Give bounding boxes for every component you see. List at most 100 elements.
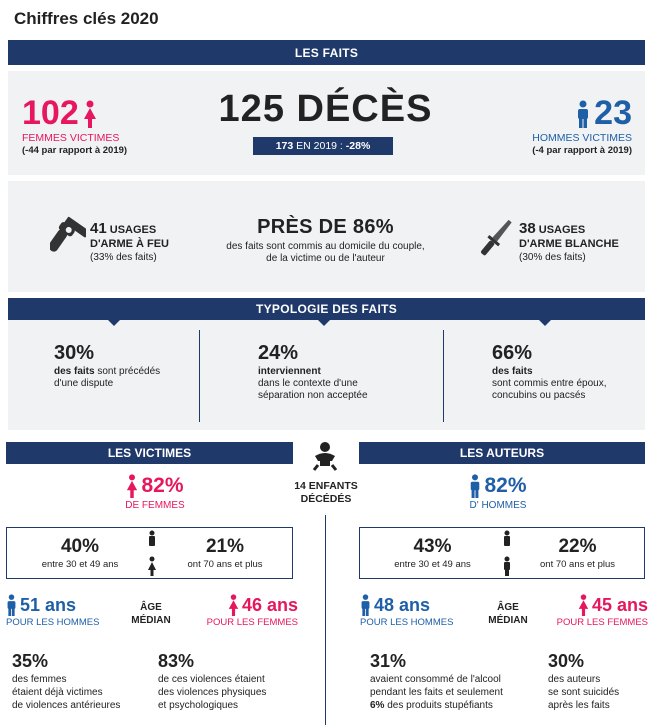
auteurs-median-woman-icon bbox=[578, 594, 589, 616]
victimes-stat-a: 35% des femmes étaient déjà victimes de … bbox=[12, 651, 152, 712]
hommes-victimes: 23 HOMMES VICTIMES (-4 par rapport à 201… bbox=[500, 96, 632, 156]
typologie-item-3-bold: des faits bbox=[492, 366, 533, 377]
hommes-label: HOMMES VICTIMES bbox=[532, 132, 632, 144]
victimes-median-man-icon bbox=[6, 594, 17, 616]
arme-feu-label-2: D'ARME À FEU bbox=[90, 238, 170, 250]
typologie-item-2-text-2: dans le contexte d'une bbox=[258, 378, 358, 389]
typologie-item-1-text-1: sont précédés bbox=[94, 366, 161, 377]
victimes-stat-b-2: des violences physiques bbox=[158, 687, 267, 698]
auteurs-age-b: 22% ont 70 ans et plus bbox=[515, 536, 640, 570]
victimes-median-f-label: POUR LES FEMMES bbox=[206, 617, 298, 628]
femmes-diff: (-44 par rapport à 2019) bbox=[22, 145, 128, 156]
victimes-stat-b-1: de ces violences étaient bbox=[158, 674, 265, 685]
arme-feu-count: 41 bbox=[90, 220, 107, 237]
victimes-median-h-label: POUR LES HOMMES bbox=[6, 617, 100, 628]
victimes-woman-icon bbox=[126, 474, 138, 498]
baby-icon bbox=[312, 441, 338, 471]
auteurs-stat-a-2: pendant les faits et seulement bbox=[370, 687, 503, 698]
hommes-count: 23 bbox=[594, 94, 632, 132]
auteurs-stat-a-3-line: 6% des produits stupéfiants bbox=[370, 699, 530, 712]
gun-icon bbox=[50, 212, 86, 264]
auteurs-median-title-2: MÉDIAN bbox=[488, 615, 528, 626]
auteurs-age-icons bbox=[502, 530, 512, 576]
victimes-age-a: 40% entre 30 et 49 ans bbox=[20, 536, 140, 570]
deces-badge-mid: EN 2019 : bbox=[293, 140, 346, 152]
victimes-header: LES VICTIMES bbox=[6, 442, 293, 464]
domicile-block: PRÈS DE 86% des faits sont commis au dom… bbox=[0, 216, 651, 264]
auteurs-age-a-pct: 43% bbox=[413, 536, 452, 557]
victimes-stat-a-pct: 35% bbox=[12, 651, 49, 671]
auteurs-header: LES AUTEURS bbox=[359, 442, 645, 464]
deces-badge-pct: -28% bbox=[345, 140, 371, 152]
auteurs-median-f-label: POUR LES FEMMES bbox=[556, 617, 648, 628]
auteurs-stat-b-3: après les faits bbox=[548, 700, 610, 711]
auteurs-stat-b-1: des auteurs bbox=[548, 674, 601, 685]
victimes-median-title-1: ÂGE bbox=[140, 602, 162, 613]
typologie-item-1-pct: 30% bbox=[54, 342, 95, 364]
auteurs-age-b-pct: 22% bbox=[558, 536, 597, 557]
typologie-item-1: 30% des faits sont précédés d'une disput… bbox=[54, 342, 194, 389]
victimes-median-title-2: MÉDIAN bbox=[131, 615, 171, 626]
arme-blanche-pct: (30% des faits) bbox=[519, 252, 586, 263]
auteurs-age-b-label: ont 70 ans et plus bbox=[540, 559, 615, 570]
victimes-stat-b-3: et psychologiques bbox=[158, 700, 239, 711]
typologie-header: TYPOLOGIE DES FAITS bbox=[8, 298, 645, 320]
deces-badge-count: 173 bbox=[275, 140, 294, 152]
auteurs-median-f-value: 45 ans bbox=[591, 594, 648, 615]
victimes-age-box bbox=[6, 527, 293, 579]
typologie-pointer-2b bbox=[318, 320, 330, 326]
arme-blanche-count: 38 bbox=[519, 220, 536, 237]
woman-icon bbox=[83, 100, 97, 128]
auteurs-stat-a: 31% avaient consommé de l'alcool pendant… bbox=[370, 651, 530, 712]
auteurs-stat-a-3: des produits stupéfiants bbox=[384, 700, 493, 711]
typologie-item-2: 24% interviennent dans le contexte d'une… bbox=[258, 342, 418, 401]
auteurs-age-box bbox=[359, 527, 645, 579]
auteurs-age-a-label: entre 30 et 49 ans bbox=[394, 559, 471, 570]
domicile-text-1: des faits sont commis au domicile du cou… bbox=[226, 241, 425, 252]
typologie-item-3: 66% des faits sont commis entre époux, c… bbox=[492, 342, 642, 401]
auteurs-median-h-label: POUR LES HOMMES bbox=[360, 617, 454, 628]
typologie-item-2-text-3: séparation non acceptée bbox=[258, 390, 368, 401]
typologie-item-3-pct: 66% bbox=[492, 342, 533, 364]
enfants-text: 14 ENFANTS DÉCÉDÉS bbox=[276, 480, 376, 506]
typologie-item-3-text-2: sont commis entre époux, bbox=[492, 378, 607, 389]
auteurs-age-a: 43% entre 30 et 49 ans bbox=[370, 536, 495, 570]
femmes-label: FEMMES VICTIMES bbox=[22, 132, 120, 144]
typologie-panel bbox=[8, 320, 645, 430]
victimes-stat-a-3: de violences antérieures bbox=[12, 700, 121, 711]
arme-blanche-label-2: D'ARME BLANCHE bbox=[519, 238, 619, 250]
auteurs-median-man-icon bbox=[360, 594, 371, 616]
typologie-item-1-bold: des faits bbox=[54, 366, 95, 377]
auteurs-stat-b-pct: 30% bbox=[548, 651, 585, 671]
victimes-age-b-pct: 21% bbox=[205, 536, 245, 557]
victimes-median-f: 46 ans POUR LES FEMMES bbox=[190, 594, 298, 628]
faits-panel-2 bbox=[8, 181, 645, 292]
deces-title: 125 DÉCÈS bbox=[218, 88, 433, 130]
victimes-stat-a-2: étaient déjà victimes bbox=[12, 687, 103, 698]
victimes-pct: 82% bbox=[141, 474, 184, 497]
femmes-count: 102 bbox=[22, 94, 79, 132]
victimes-age-a-label: entre 30 et 49 ans bbox=[41, 559, 119, 570]
arme-feu: 41 USAGES D'ARME À FEU (33% des faits) bbox=[90, 220, 220, 263]
victimes-pct-label: DE FEMMES bbox=[125, 500, 185, 511]
auteurs-stat-a-3-bold: 6% bbox=[370, 700, 385, 711]
auteurs-median-title: ÂGE MÉDIAN bbox=[480, 601, 536, 627]
auteurs-median-f: 45 ans POUR LES FEMMES bbox=[540, 594, 648, 628]
hommes-diff: (-4 par rapport à 2019) bbox=[532, 145, 632, 156]
typologie-pointer-3b bbox=[539, 320, 551, 326]
arme-feu-label-1: USAGES bbox=[106, 224, 157, 236]
typologie-pointer-1b bbox=[108, 320, 120, 326]
typologie-item-2-pct: 24% bbox=[258, 342, 299, 364]
man-icon bbox=[576, 100, 590, 128]
typologie-item-1-text-2: d'une dispute bbox=[54, 378, 114, 389]
victimes-age-a-pct: 40% bbox=[60, 536, 100, 557]
auteurs-stat-a-pct: 31% bbox=[370, 651, 407, 671]
auteurs-median-h-value: 48 ans bbox=[374, 594, 431, 615]
victimes-median-title: ÂGE MÉDIAN bbox=[123, 601, 179, 627]
victimes-median-f-value: 46 ans bbox=[241, 594, 298, 615]
typologie-divider-1 bbox=[199, 330, 200, 422]
victimes-age-b-label: ont 70 ans et plus bbox=[187, 559, 263, 570]
arme-blanche-label-1: USAGES bbox=[535, 224, 586, 236]
victimes-stat-b: 83% de ces violences étaient des violenc… bbox=[158, 651, 308, 712]
domicile-text-2: de la victime ou de l'auteur bbox=[266, 253, 385, 264]
